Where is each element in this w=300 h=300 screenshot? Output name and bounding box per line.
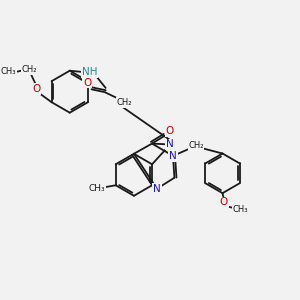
Text: O: O [32, 84, 40, 94]
Text: O: O [220, 197, 228, 208]
Text: N: N [166, 140, 174, 149]
Text: CH₃: CH₃ [89, 184, 105, 193]
Text: CH₃: CH₃ [1, 67, 16, 76]
Text: N: N [153, 184, 161, 194]
Text: O: O [83, 78, 92, 88]
Text: CH₃: CH₃ [232, 205, 248, 214]
Text: NH: NH [82, 67, 97, 77]
Text: CH₂: CH₂ [22, 65, 37, 74]
Text: O: O [165, 126, 174, 136]
Text: N: N [169, 151, 177, 161]
Text: CH₂: CH₂ [117, 98, 132, 107]
Text: CH₂: CH₂ [188, 141, 204, 150]
